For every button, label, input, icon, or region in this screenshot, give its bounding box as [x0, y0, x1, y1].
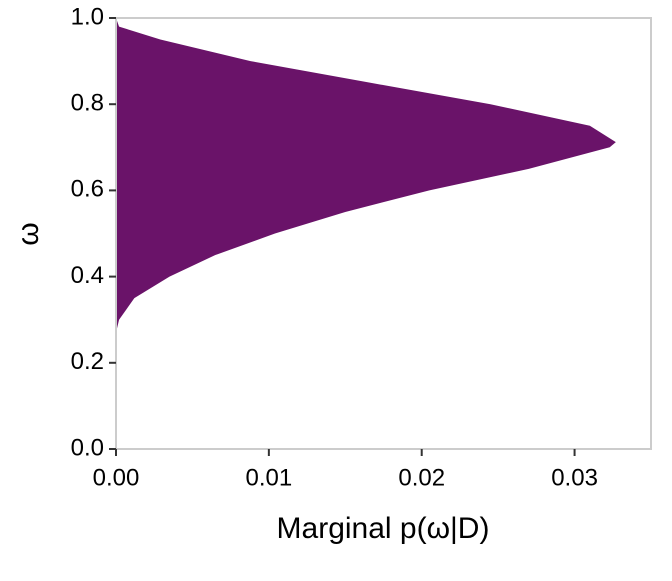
y-tick-label: 0.4 [71, 262, 104, 289]
y-tick-label: 0.2 [71, 348, 104, 375]
x-tick-label: 0.00 [93, 464, 140, 491]
x-tick-label: 0.03 [551, 464, 598, 491]
x-tick-label: 0.02 [398, 464, 445, 491]
x-tick-label: 0.01 [245, 464, 292, 491]
y-axis-label: ω [12, 222, 45, 245]
y-tick-label: 0.0 [71, 434, 104, 461]
panel-border [115, 17, 652, 450]
y-tick-label: 0.8 [71, 90, 104, 117]
y-tick-label: 0.6 [71, 176, 104, 203]
density-area [116, 18, 616, 333]
y-tick-label: 1.0 [71, 3, 104, 30]
x-axis-label: Marginal p(ω|D) [277, 512, 490, 545]
